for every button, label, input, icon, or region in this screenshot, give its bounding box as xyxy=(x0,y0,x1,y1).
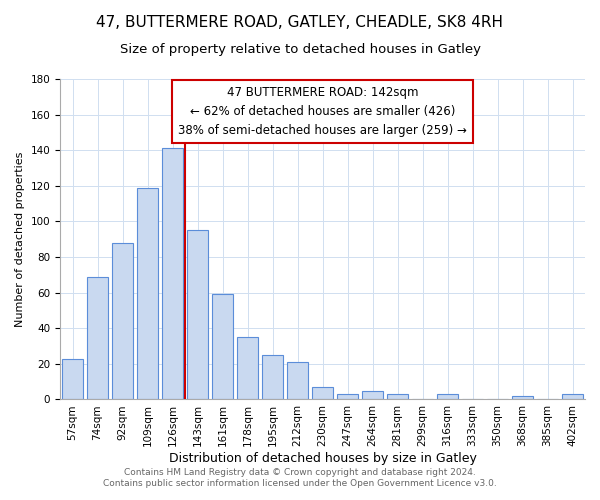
Bar xyxy=(262,355,283,400)
Text: 47, BUTTERMERE ROAD, GATLEY, CHEADLE, SK8 4RH: 47, BUTTERMERE ROAD, GATLEY, CHEADLE, SK… xyxy=(97,15,503,30)
Bar xyxy=(62,358,83,400)
Bar xyxy=(287,362,308,400)
X-axis label: Distribution of detached houses by size in Gatley: Distribution of detached houses by size … xyxy=(169,452,476,465)
Bar xyxy=(362,390,383,400)
Bar xyxy=(212,294,233,400)
Bar xyxy=(512,396,533,400)
Bar xyxy=(562,394,583,400)
Bar xyxy=(187,230,208,400)
Bar xyxy=(137,188,158,400)
Bar xyxy=(112,243,133,400)
Bar xyxy=(337,394,358,400)
Text: 47 BUTTERMERE ROAD: 142sqm
← 62% of detached houses are smaller (426)
38% of sem: 47 BUTTERMERE ROAD: 142sqm ← 62% of deta… xyxy=(178,86,467,137)
Bar xyxy=(162,148,183,400)
Bar xyxy=(87,276,108,400)
Y-axis label: Number of detached properties: Number of detached properties xyxy=(15,152,25,327)
Bar xyxy=(437,394,458,400)
Bar xyxy=(237,337,258,400)
Bar xyxy=(312,387,333,400)
Bar xyxy=(387,394,408,400)
Text: Size of property relative to detached houses in Gatley: Size of property relative to detached ho… xyxy=(119,42,481,56)
Text: Contains HM Land Registry data © Crown copyright and database right 2024.
Contai: Contains HM Land Registry data © Crown c… xyxy=(103,468,497,487)
